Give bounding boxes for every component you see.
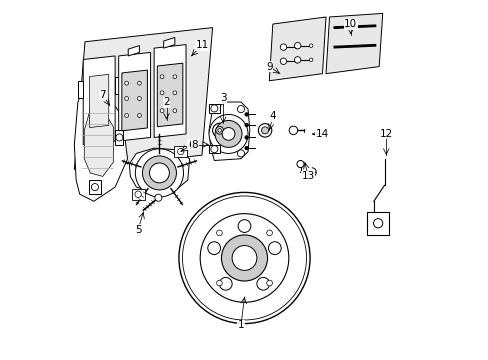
Circle shape: [177, 148, 183, 155]
Circle shape: [256, 278, 269, 290]
Text: 7: 7: [99, 90, 106, 100]
Polygon shape: [78, 81, 83, 98]
Circle shape: [244, 113, 248, 116]
Circle shape: [244, 123, 248, 127]
Polygon shape: [209, 145, 219, 153]
Circle shape: [160, 91, 163, 95]
Circle shape: [294, 42, 300, 49]
Circle shape: [173, 91, 176, 95]
Polygon shape: [174, 146, 187, 157]
Circle shape: [309, 58, 312, 62]
Polygon shape: [115, 77, 120, 94]
Text: 10: 10: [344, 19, 357, 29]
Text: 6: 6: [188, 140, 194, 149]
Circle shape: [137, 96, 141, 100]
Circle shape: [266, 280, 272, 286]
Polygon shape: [163, 37, 175, 48]
Circle shape: [244, 136, 248, 139]
Polygon shape: [115, 130, 123, 145]
Circle shape: [309, 44, 312, 48]
Text: 1: 1: [237, 320, 244, 330]
Circle shape: [295, 59, 298, 63]
Circle shape: [135, 149, 183, 197]
Polygon shape: [89, 75, 108, 127]
Circle shape: [280, 58, 286, 64]
Polygon shape: [129, 148, 189, 192]
Polygon shape: [88, 180, 101, 194]
Circle shape: [160, 75, 163, 78]
Polygon shape: [269, 17, 325, 81]
Circle shape: [124, 96, 128, 100]
Circle shape: [137, 81, 141, 85]
Polygon shape: [131, 189, 144, 199]
Circle shape: [207, 242, 220, 255]
Circle shape: [124, 81, 128, 85]
Circle shape: [215, 126, 223, 134]
Circle shape: [116, 134, 122, 141]
Circle shape: [266, 230, 272, 236]
Circle shape: [258, 123, 271, 137]
Text: 4: 4: [269, 111, 276, 121]
Circle shape: [155, 194, 162, 201]
Bar: [367, 212, 388, 235]
Polygon shape: [209, 102, 249, 161]
Text: 3: 3: [220, 94, 226, 103]
Circle shape: [160, 109, 163, 113]
Text: 13: 13: [301, 171, 314, 181]
Circle shape: [135, 191, 141, 197]
Text: 9: 9: [265, 62, 272, 72]
Text: 5: 5: [135, 225, 141, 235]
Circle shape: [173, 109, 176, 113]
Circle shape: [209, 114, 247, 153]
Text: 11: 11: [195, 40, 208, 50]
Circle shape: [221, 235, 267, 281]
Circle shape: [200, 214, 288, 302]
Circle shape: [216, 230, 222, 236]
Circle shape: [137, 113, 141, 117]
Circle shape: [212, 123, 226, 138]
Circle shape: [244, 146, 248, 150]
Polygon shape: [83, 56, 115, 145]
Polygon shape: [154, 45, 185, 138]
Circle shape: [218, 129, 221, 132]
Circle shape: [210, 105, 218, 112]
Circle shape: [261, 127, 268, 134]
Circle shape: [149, 163, 169, 183]
Circle shape: [215, 121, 242, 147]
Circle shape: [179, 192, 309, 324]
Polygon shape: [157, 63, 183, 127]
Circle shape: [173, 75, 176, 78]
Polygon shape: [84, 109, 113, 176]
Polygon shape: [209, 104, 219, 113]
Text: 8: 8: [191, 140, 198, 149]
Circle shape: [268, 242, 281, 255]
Circle shape: [237, 105, 244, 113]
Circle shape: [288, 126, 297, 135]
Polygon shape: [122, 70, 147, 131]
Text: 2: 2: [163, 97, 169, 107]
Polygon shape: [74, 28, 212, 169]
Circle shape: [373, 219, 382, 228]
Circle shape: [295, 45, 298, 49]
Circle shape: [294, 57, 300, 63]
Circle shape: [219, 278, 232, 290]
Circle shape: [232, 246, 256, 270]
Circle shape: [124, 113, 128, 117]
Circle shape: [296, 161, 304, 168]
Text: 14: 14: [315, 129, 328, 139]
Polygon shape: [119, 53, 150, 141]
Circle shape: [182, 196, 306, 320]
Circle shape: [216, 280, 222, 286]
Circle shape: [210, 145, 218, 153]
Circle shape: [237, 150, 244, 157]
Polygon shape: [325, 13, 382, 74]
Polygon shape: [128, 46, 139, 56]
Circle shape: [142, 156, 176, 190]
Circle shape: [91, 184, 98, 191]
Polygon shape: [74, 88, 127, 201]
Text: 12: 12: [379, 129, 392, 139]
Circle shape: [280, 44, 286, 50]
Circle shape: [238, 220, 250, 233]
Circle shape: [222, 127, 234, 140]
